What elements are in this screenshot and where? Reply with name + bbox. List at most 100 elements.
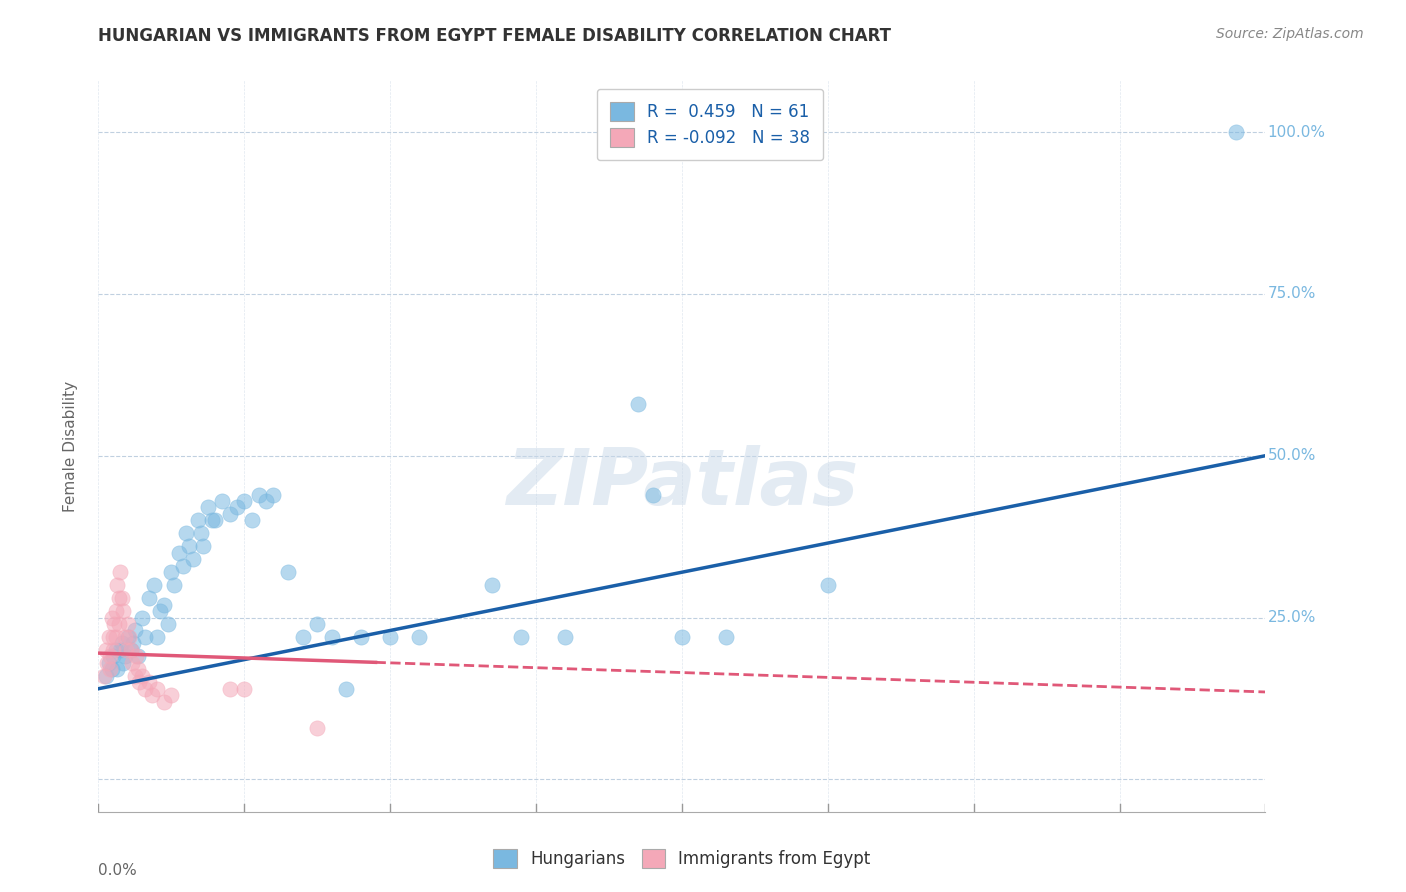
Text: 0.0%: 0.0% (98, 863, 138, 878)
Point (124, 669, 146, 683)
Point (510, 630, 533, 644)
Point (1225, 125, 1247, 139)
Y-axis label: Female Disability: Female Disability (63, 380, 77, 512)
Point (93, 669, 115, 683)
Point (120, 643, 142, 657)
Text: 25.0%: 25.0% (1268, 610, 1316, 625)
Point (201, 513, 224, 527)
Point (121, 656, 143, 670)
Point (104, 643, 127, 657)
Point (94, 643, 117, 657)
Point (118, 630, 141, 644)
Point (218, 507, 240, 521)
Point (817, 578, 839, 592)
Point (125, 649, 148, 664)
Point (112, 656, 135, 670)
Point (110, 566, 132, 580)
Point (111, 636, 134, 650)
Point (104, 604, 127, 618)
Point (124, 624, 146, 638)
Point (204, 513, 226, 527)
Point (233, 681, 256, 696)
Point (627, 397, 650, 411)
Point (321, 630, 343, 644)
Point (277, 566, 299, 580)
Point (157, 617, 180, 632)
Point (127, 662, 149, 676)
Point (122, 636, 145, 650)
Point (131, 610, 153, 624)
Legend: Hungarians, Immigrants from Egypt: Hungarians, Immigrants from Egypt (485, 840, 879, 877)
Point (307, 721, 329, 735)
Point (408, 630, 430, 644)
Point (117, 617, 139, 632)
Point (98, 662, 121, 676)
Text: 100.0%: 100.0% (1268, 125, 1326, 139)
Text: 50.0%: 50.0% (1268, 448, 1316, 463)
Point (134, 630, 156, 644)
Point (233, 494, 256, 508)
Point (335, 681, 357, 696)
Point (131, 669, 153, 683)
Point (226, 500, 249, 515)
Point (641, 487, 664, 501)
Text: ZIPatlas: ZIPatlas (506, 444, 858, 521)
Point (98, 649, 121, 664)
Point (111, 591, 134, 606)
Point (160, 688, 183, 702)
Point (167, 546, 190, 560)
Point (307, 617, 329, 632)
Point (138, 591, 160, 606)
Point (115, 643, 138, 657)
Point (291, 630, 314, 644)
Point (108, 617, 131, 632)
Point (96, 656, 118, 670)
Point (100, 610, 122, 624)
Text: 75.0%: 75.0% (1268, 286, 1316, 301)
Point (160, 566, 183, 580)
Point (350, 630, 373, 644)
Point (193, 539, 215, 553)
Point (190, 526, 212, 541)
Point (101, 630, 124, 644)
Point (554, 630, 576, 644)
Point (127, 649, 149, 664)
Point (211, 494, 233, 508)
Point (105, 662, 128, 676)
Point (714, 630, 737, 644)
Point (218, 681, 240, 696)
Point (240, 513, 263, 527)
Point (105, 578, 128, 592)
Point (671, 630, 693, 644)
Point (101, 643, 124, 657)
Point (378, 630, 402, 644)
Point (247, 487, 270, 501)
Point (138, 675, 160, 690)
Point (108, 591, 131, 606)
Point (104, 630, 127, 644)
Point (177, 539, 200, 553)
Point (174, 526, 197, 541)
Point (142, 578, 165, 592)
Point (254, 494, 277, 508)
Point (94, 669, 117, 683)
Point (481, 578, 503, 592)
Point (100, 662, 122, 676)
Point (101, 649, 124, 664)
Point (103, 617, 125, 632)
Point (110, 643, 132, 657)
Point (134, 681, 156, 696)
Point (153, 695, 176, 709)
Point (141, 688, 163, 702)
Point (197, 500, 219, 515)
Point (146, 681, 169, 696)
Point (187, 513, 209, 527)
Point (97, 630, 120, 644)
Point (128, 675, 150, 690)
Point (153, 598, 176, 612)
Point (149, 604, 172, 618)
Point (163, 578, 186, 592)
Text: HUNGARIAN VS IMMIGRANTS FROM EGYPT FEMALE DISABILITY CORRELATION CHART: HUNGARIAN VS IMMIGRANTS FROM EGYPT FEMAL… (98, 27, 891, 45)
Point (172, 558, 194, 573)
Point (114, 649, 136, 664)
